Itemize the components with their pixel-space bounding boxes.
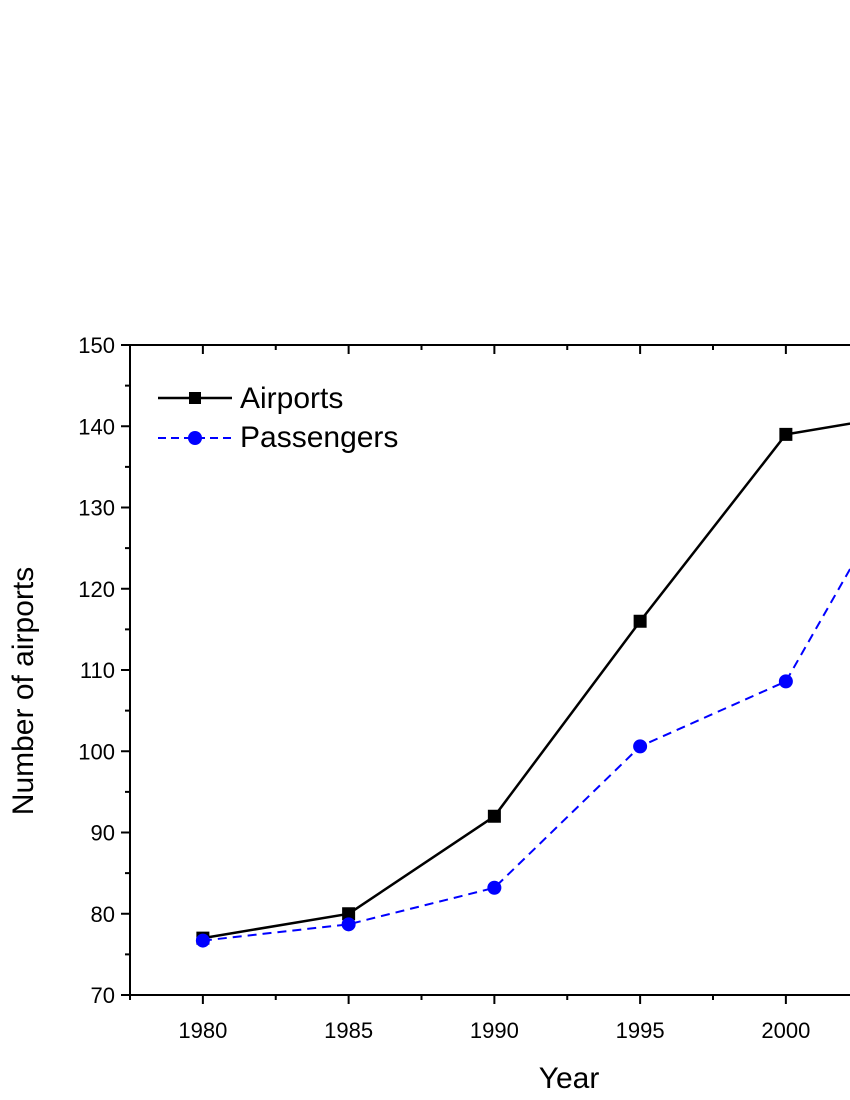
legend-item-airports: Airports <box>158 382 343 415</box>
x-tick-label: 1980 <box>178 1018 227 1043</box>
x-tick-label: 1985 <box>324 1018 373 1043</box>
legend-passengers-label: Passengers <box>240 421 398 454</box>
y-tick-label: 110 <box>80 658 115 683</box>
y-tick-label: 120 <box>78 577 115 602</box>
y-tick-label: 130 <box>78 496 115 521</box>
x-axis-title: Year <box>539 1062 600 1095</box>
data-point-airports <box>633 614 647 628</box>
x-tick-label: 2000 <box>761 1018 810 1043</box>
y-ticks: 70 80 90 100 110 120 130 140 150 <box>78 333 130 1008</box>
data-point-passengers <box>633 739 648 754</box>
axes <box>129 344 850 996</box>
data-point-airports <box>779 427 793 441</box>
x-ticks: 1980 1985 1990 1995 2000 <box>129 345 810 1043</box>
legend-passengers-marker <box>188 431 202 445</box>
legend-airports-label: Airports <box>240 382 343 415</box>
x-tick-label: 1995 <box>616 1018 665 1043</box>
legend-airports-marker <box>189 392 201 404</box>
data-point-passengers <box>487 880 502 895</box>
legend-item-passengers: Passengers <box>158 421 398 454</box>
y-tick-label: 100 <box>78 739 115 764</box>
series-line-airports <box>202 422 850 940</box>
y-tick-label: 90 <box>91 821 115 846</box>
series-layer <box>195 422 850 948</box>
data-point-airports <box>487 809 501 823</box>
data-point-passengers <box>195 933 210 948</box>
y-tick-label: 150 <box>78 333 115 358</box>
data-point-airports <box>342 907 356 921</box>
y-tick-label: 80 <box>91 902 115 927</box>
legend: Airports Passengers <box>158 382 398 454</box>
x-tick-label: 1990 <box>470 1018 519 1043</box>
data-point-passengers <box>341 917 356 932</box>
y-axis-title: Number of airports <box>7 567 40 815</box>
y-tick-label: 70 <box>91 983 115 1008</box>
series-line-passengers <box>202 567 850 942</box>
y-tick-label: 140 <box>78 414 115 439</box>
data-point-passengers <box>778 674 793 689</box>
